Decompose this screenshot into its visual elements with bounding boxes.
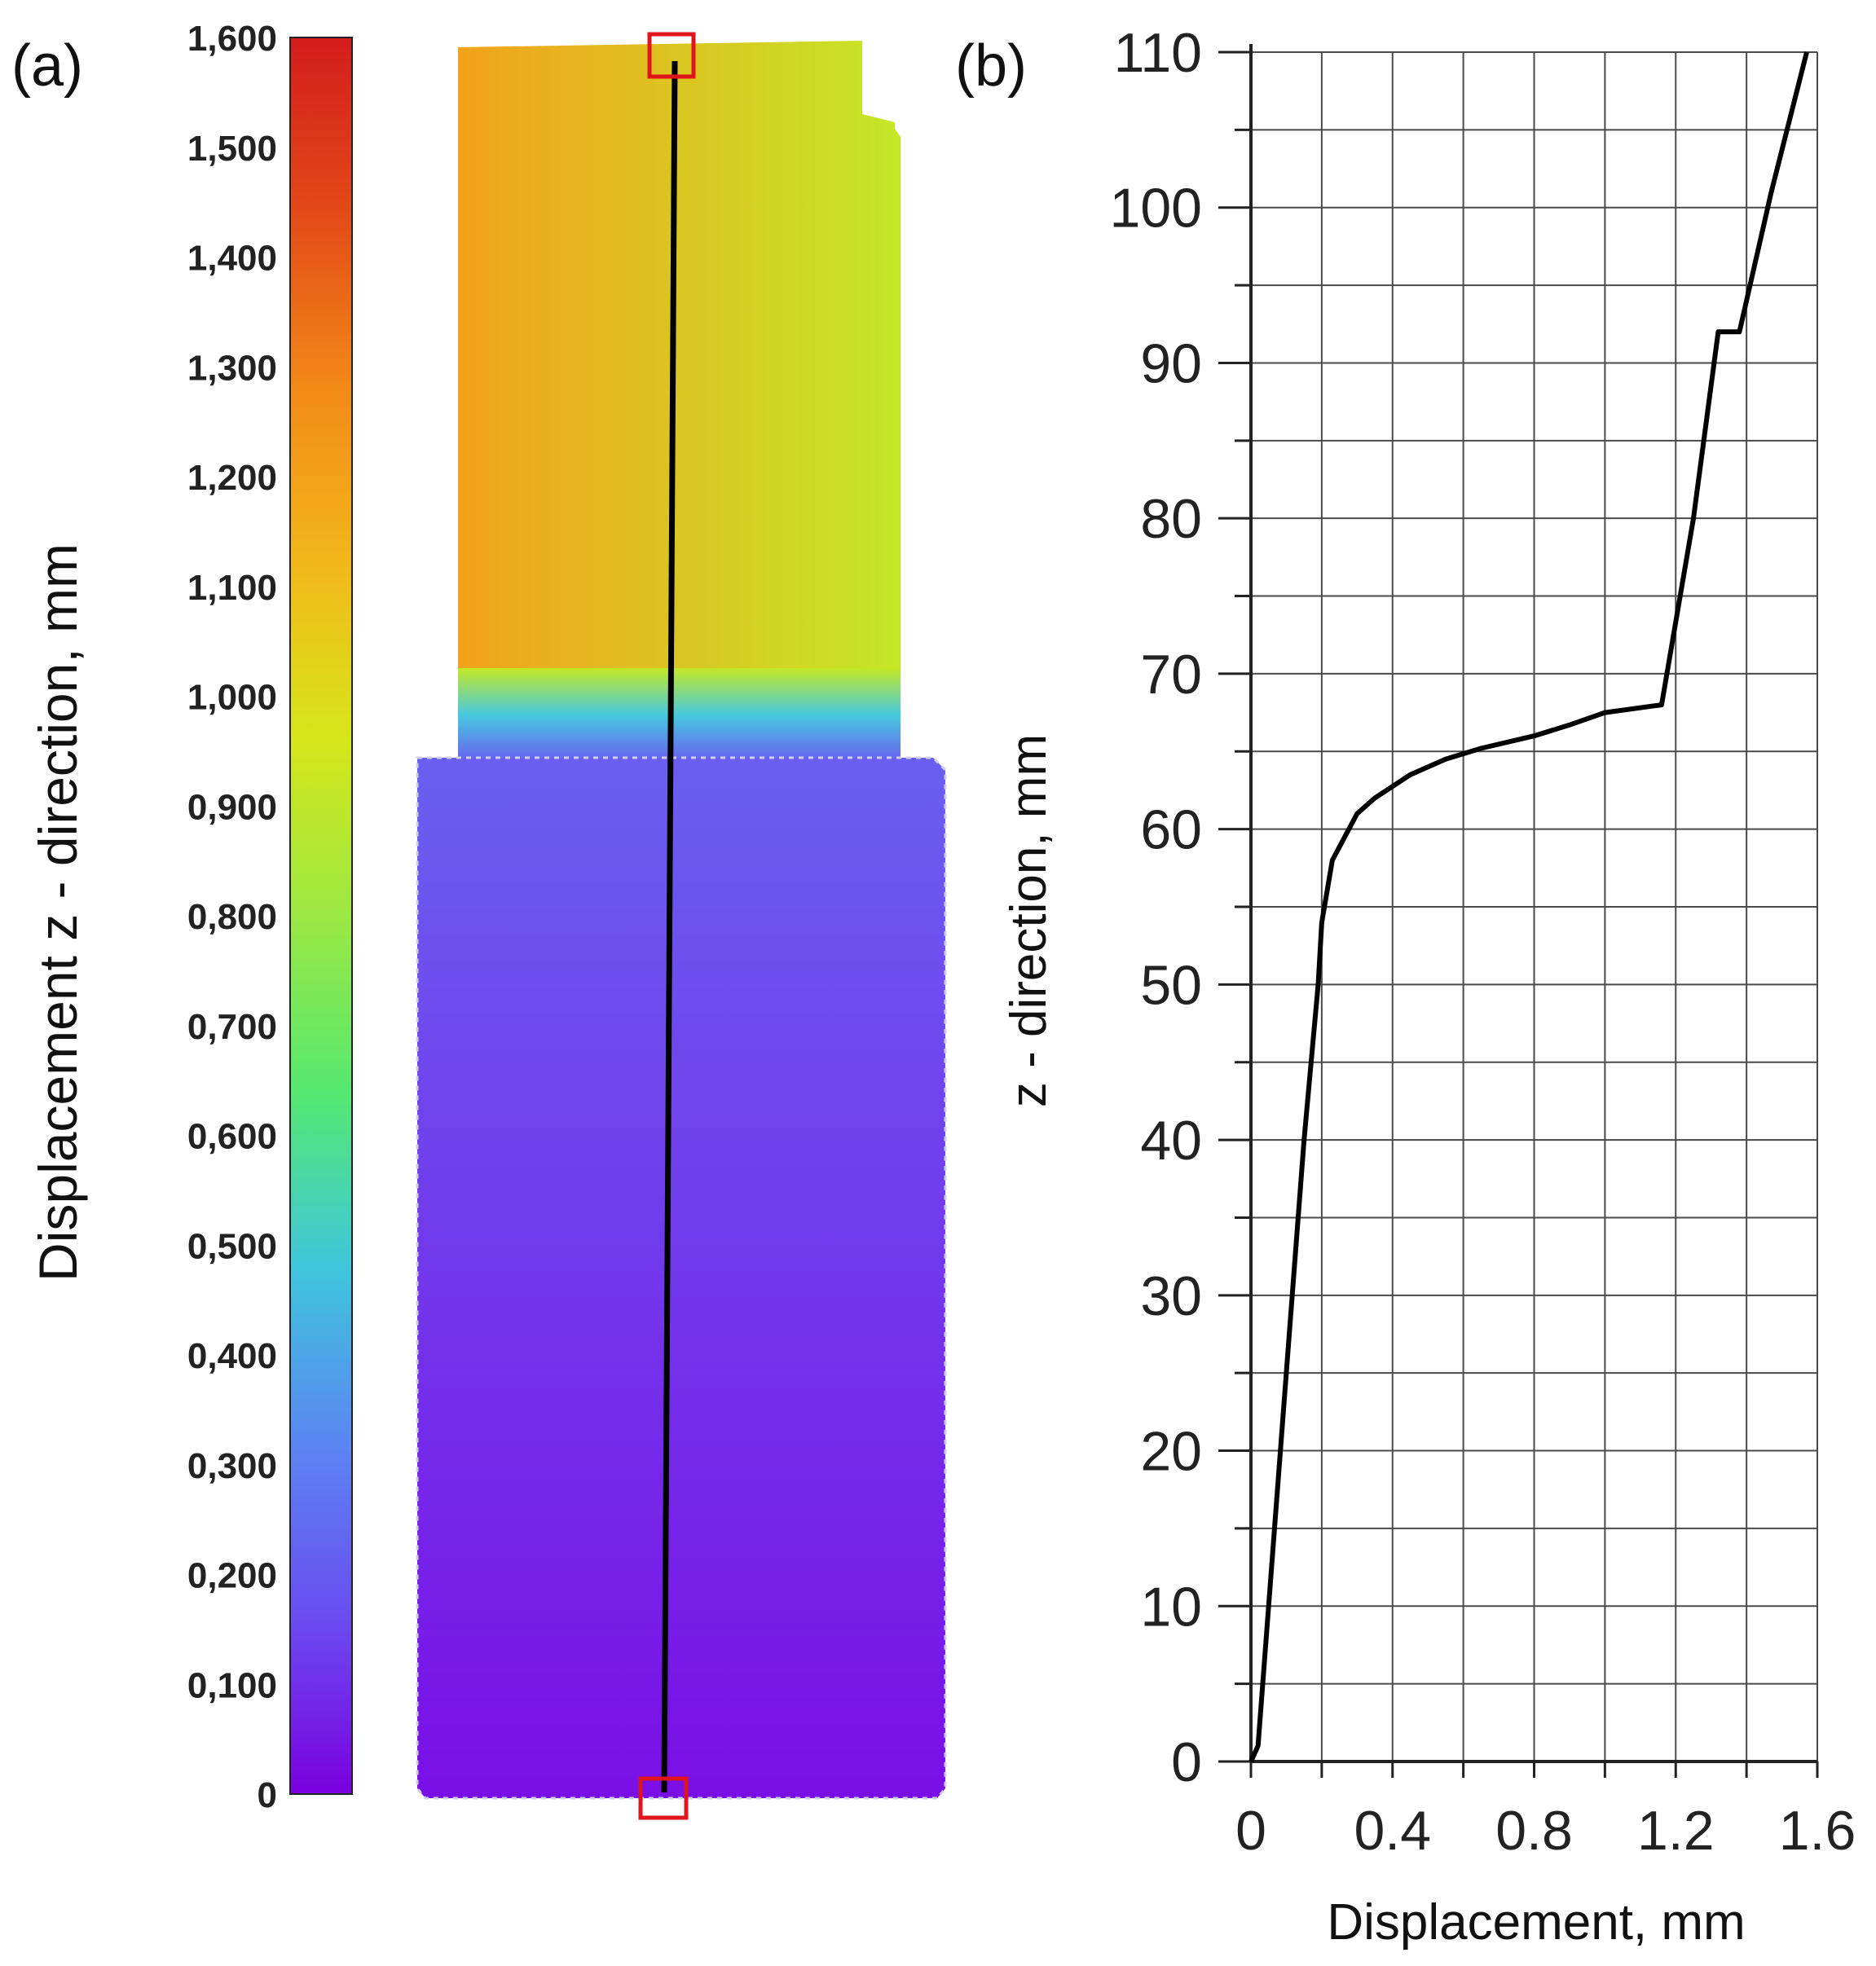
colorbar-tick-label: 1,400 — [187, 239, 277, 279]
top-marker-box — [647, 32, 696, 79]
measurement-line — [661, 60, 678, 1793]
y-tick-label: 110 — [1114, 22, 1202, 84]
x-tick-label: 1.6 — [1779, 1800, 1856, 1862]
y-tick-label: 10 — [1140, 1576, 1202, 1638]
colorbar-tick-label: 0,800 — [187, 897, 277, 937]
specimen — [416, 32, 947, 1820]
colorbar-tick-label: 0 — [258, 1775, 277, 1815]
x-tick-labels: 0 0.4 0.8 1.2 1.6 — [1235, 1800, 1856, 1862]
y-tick-label: 60 — [1140, 799, 1202, 861]
colorbar-label: Displacement z - direction, mm — [28, 543, 88, 1282]
colorbar-tick-label: 1,600 — [187, 19, 277, 59]
colorbar-tick-label: 1,100 — [187, 568, 277, 608]
panel-b: (b) 0 10 20 30 40 50 60 70 80 90 100 110 0 0.4 0.8 1.2… — [955, 22, 1856, 1951]
colorbar-ticks: 1,600 1,500 1,400 1,300 1,200 1,100 1,000 0,900… — [187, 19, 277, 1815]
colorbar-tick-label: 1,200 — [187, 458, 277, 498]
x-tick-label: 0.8 — [1495, 1800, 1573, 1862]
specimen-bottom-section — [416, 756, 947, 1800]
y-tick-label: 70 — [1140, 644, 1202, 706]
chart-grid — [1250, 51, 1818, 1762]
y-tick-label: 30 — [1140, 1265, 1202, 1327]
y-tick-label: 50 — [1140, 954, 1202, 1016]
panel-a: (a) Displacement z - direction, mm 1,600… — [11, 19, 947, 1820]
y-axis-label: z - direction, mm — [1001, 734, 1057, 1107]
x-tick-label: 1.2 — [1637, 1800, 1715, 1862]
colorbar-tick-label: 0,300 — [187, 1446, 277, 1486]
y-tick-label: 40 — [1140, 1110, 1202, 1172]
x-tick-label: 0 — [1235, 1800, 1266, 1862]
series-line — [1248, 51, 1809, 1763]
colorbar-tick-label: 0,500 — [187, 1226, 277, 1266]
y-tick-label: 80 — [1140, 488, 1202, 550]
y-tick-labels: 0 10 20 30 40 50 60 70 80 90 100 110 — [1110, 22, 1202, 1793]
panel-a-label: (a) — [11, 33, 83, 99]
colorbar-tick-label: 0,700 — [187, 1007, 277, 1047]
y-tick-label: 90 — [1140, 332, 1202, 394]
y-tick-label: 100 — [1110, 178, 1202, 240]
colorbar-tick-label: 1,500 — [187, 129, 277, 169]
colorbar-tick-label: 0,200 — [187, 1556, 277, 1596]
colorbar-tick-label: 0,100 — [187, 1665, 277, 1705]
colorbar-gradient — [289, 37, 353, 1795]
specimen-top-section — [458, 41, 901, 709]
colorbar-tick-label: 1,300 — [187, 348, 277, 388]
x-axis-label: Displacement, mm — [1327, 1894, 1745, 1951]
colorbar-tick-label: 1,000 — [187, 678, 277, 718]
colorbar-tick-label: 0,400 — [187, 1336, 277, 1376]
colorbar-tick-label: 0,900 — [187, 787, 277, 827]
panel-b-label: (b) — [955, 33, 1027, 99]
x-tick-label: 0.4 — [1354, 1800, 1431, 1862]
colorbar: 1,600 1,500 1,400 1,300 1,200 1,100 1,000 0,900… — [187, 19, 353, 1815]
colorbar-tick-label: 0,600 — [187, 1117, 277, 1157]
chart-axes — [1218, 44, 1819, 1778]
specimen-transition-band — [458, 668, 901, 762]
bottom-marker-box — [638, 1776, 689, 1820]
y-tick-label: 20 — [1140, 1421, 1202, 1483]
y-tick-label: 0 — [1171, 1731, 1202, 1793]
